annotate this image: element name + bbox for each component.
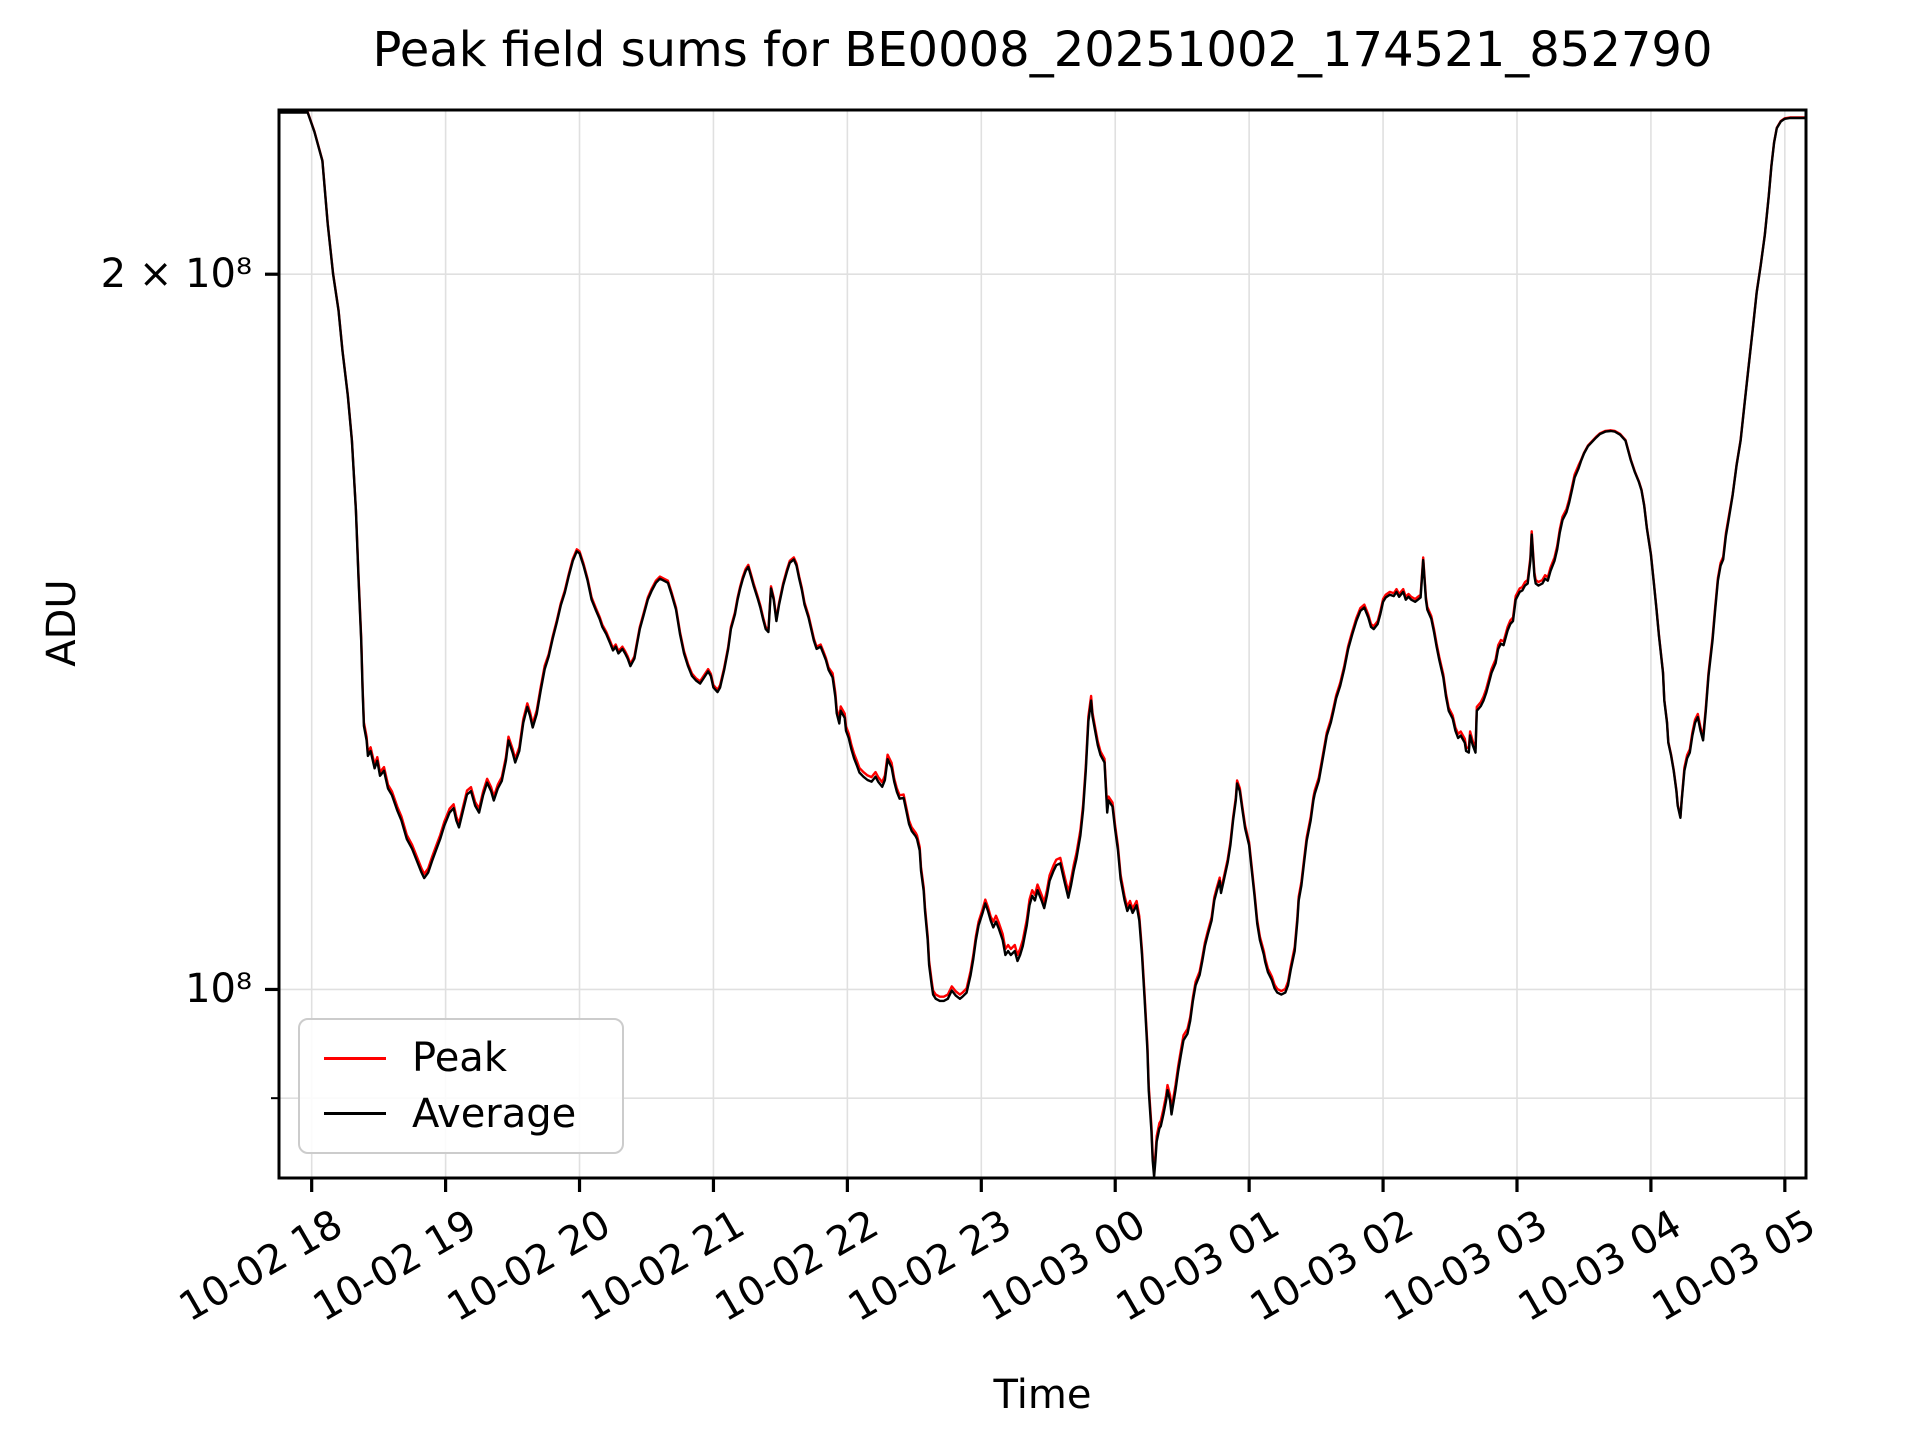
legend-item-peak: Peak [300, 1035, 622, 1081]
y-tick-label: 10⁸ [185, 966, 252, 1013]
legend-label: Peak [412, 1035, 507, 1082]
x-axis-label: Time [993, 1372, 1092, 1418]
legend-item-average: Average [300, 1091, 622, 1137]
axes-frame [277, 108, 1808, 1180]
average-line [279, 111, 1805, 1178]
plot-canvas [265, 108, 1808, 1192]
peak-line [279, 110, 1805, 1173]
y-tick-label: 2 × 10⁸ [100, 251, 252, 298]
average-legend-swatch [324, 1112, 386, 1116]
chart-title: Peak field sums for BE0008_20251002_1745… [372, 22, 1713, 78]
legend-label: Average [412, 1090, 577, 1137]
peak-legend-swatch [324, 1056, 386, 1060]
legend: Peak Average [298, 1018, 624, 1154]
plot-area [265, 108, 1808, 1192]
y-axis-label: ADU [39, 579, 85, 667]
